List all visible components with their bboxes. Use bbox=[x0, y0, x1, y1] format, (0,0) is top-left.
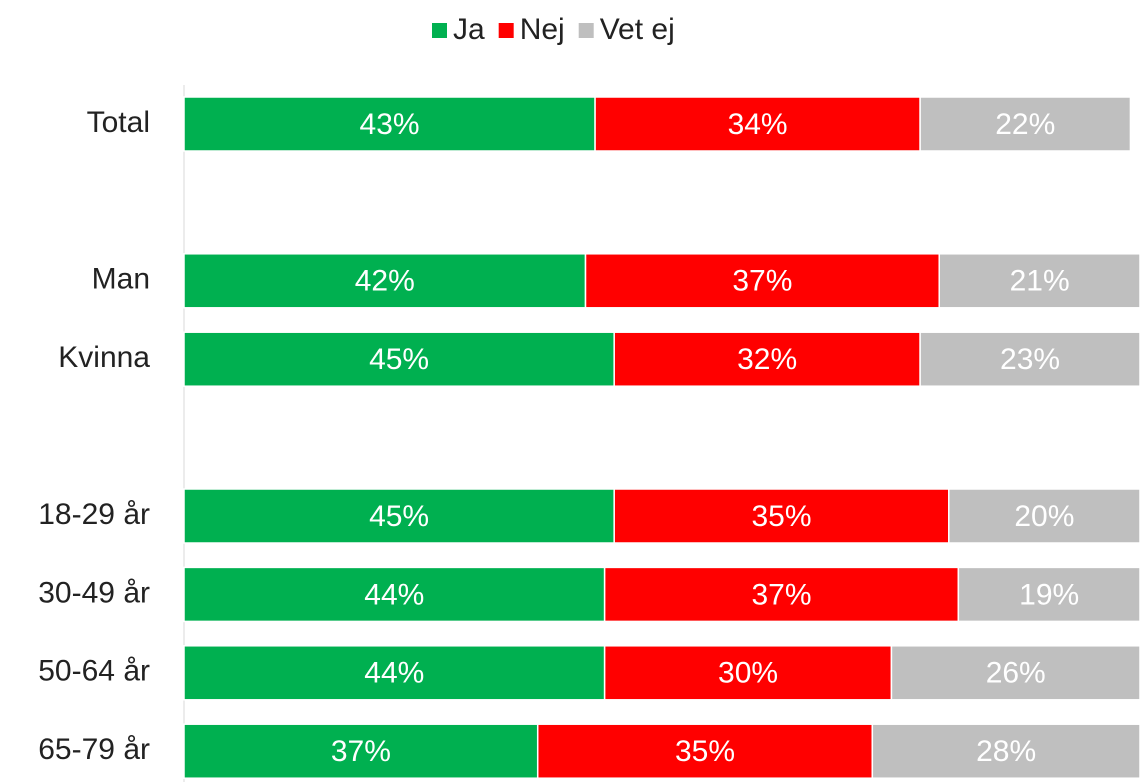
data-label: 26% bbox=[986, 657, 1046, 690]
data-label: 45% bbox=[369, 343, 429, 376]
bar bbox=[594, 96, 921, 152]
bar bbox=[890, 645, 1140, 701]
legend-label: Nej bbox=[520, 13, 565, 46]
data-label: 19% bbox=[1019, 578, 1079, 611]
legend-swatch bbox=[498, 23, 514, 38]
data-label: 34% bbox=[728, 108, 788, 141]
bar bbox=[948, 488, 1140, 544]
y-tick-label: 65-79 år bbox=[38, 733, 150, 766]
bar bbox=[603, 645, 893, 701]
data-label: 35% bbox=[675, 735, 735, 768]
bar bbox=[183, 645, 606, 701]
data-label: 30% bbox=[718, 657, 778, 690]
y-tick-label: 30-49 år bbox=[38, 576, 150, 609]
data-label: 37% bbox=[732, 265, 792, 298]
data-label: 45% bbox=[369, 500, 429, 533]
y-tick-label: 18-29 år bbox=[38, 498, 150, 531]
data-label: 43% bbox=[360, 108, 420, 141]
y-tick-label: Kvinna bbox=[58, 341, 150, 374]
data-label: 37% bbox=[751, 578, 811, 611]
y-tick-label: Total bbox=[87, 106, 150, 139]
y-tick-label: Man bbox=[92, 263, 150, 296]
data-label: 37% bbox=[331, 735, 391, 768]
bar bbox=[183, 488, 615, 544]
bar bbox=[919, 331, 1140, 387]
data-label: 42% bbox=[355, 265, 415, 298]
data-label: 23% bbox=[1000, 343, 1060, 376]
bar bbox=[183, 723, 539, 779]
data-label: 22% bbox=[995, 108, 1055, 141]
bar bbox=[536, 723, 874, 779]
y-tick-label: 50-64 år bbox=[38, 655, 150, 688]
data-label: 28% bbox=[976, 735, 1036, 768]
bar bbox=[938, 253, 1140, 309]
bar bbox=[871, 723, 1140, 779]
legend-swatch bbox=[578, 23, 594, 38]
bar bbox=[919, 96, 1132, 152]
legend-label: Vet ej bbox=[600, 13, 675, 46]
data-label: 21% bbox=[1010, 265, 1070, 298]
bar bbox=[603, 566, 960, 623]
data-label: 20% bbox=[1014, 500, 1074, 533]
data-label: 44% bbox=[364, 657, 424, 690]
data-label: 44% bbox=[364, 578, 424, 611]
legend-swatch bbox=[432, 23, 447, 38]
data-label: 32% bbox=[737, 343, 797, 376]
data-label: 35% bbox=[751, 500, 811, 533]
legend-label: Ja bbox=[453, 13, 485, 46]
